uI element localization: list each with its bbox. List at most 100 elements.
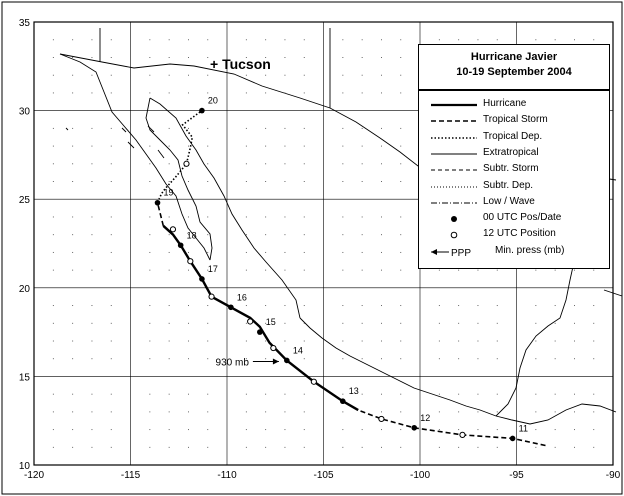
legend-dot	[450, 232, 458, 239]
grid-dot	[207, 145, 209, 147]
track-segment-tropical-storm	[156, 202, 165, 226]
grid-dot	[496, 429, 498, 431]
grid-dot	[52, 216, 54, 218]
date-label: 16	[237, 292, 247, 302]
grid-dot	[110, 127, 112, 129]
grid-dot	[72, 145, 74, 147]
grid-dot	[554, 269, 556, 271]
grid-dot	[303, 57, 305, 58]
grid-dot	[110, 74, 112, 76]
grid-dot	[91, 429, 93, 431]
legend-symbol-dot-open	[450, 232, 458, 239]
date-label: 15	[266, 317, 276, 327]
grid-dot	[188, 127, 189, 129]
position-12utc	[459, 431, 466, 438]
grid-dot	[188, 393, 189, 395]
grid-dot	[91, 234, 93, 236]
grid-dot	[342, 127, 344, 129]
grid-dot	[458, 446, 460, 448]
legend-dot	[451, 216, 457, 223]
grid-dot	[303, 251, 305, 253]
legend-item-hurricane: Hurricane	[419, 97, 609, 113]
date-label: 13	[349, 386, 359, 396]
grid-dot	[149, 393, 151, 395]
grid-dot	[110, 340, 112, 342]
grid-dot	[91, 446, 93, 448]
grid-dot	[342, 393, 344, 395]
grid-dot	[361, 322, 363, 324]
grid-dot	[72, 74, 74, 76]
grid-dot	[149, 322, 151, 324]
grid-dot	[535, 322, 537, 324]
legend-label: Tropical Dep.	[483, 130, 543, 142]
y-tick-label: 30	[19, 107, 31, 118]
grid-dot	[149, 269, 151, 271]
grid-dot	[535, 411, 537, 413]
grid-dot	[593, 39, 595, 41]
grid-dot	[303, 74, 305, 76]
grid-dot	[91, 340, 93, 342]
grid-dot	[188, 446, 189, 448]
grid-dot	[554, 446, 556, 448]
grid-dot	[458, 358, 460, 360]
date-label: 17	[208, 264, 218, 274]
grid-dot	[477, 429, 479, 431]
legend-item-dot-open: 12 UTC Position	[419, 227, 609, 243]
grid-dot	[207, 216, 209, 218]
grid-dot	[245, 57, 247, 58]
grid-dot	[554, 429, 556, 431]
grid-dot	[91, 181, 93, 182]
grid-dot	[168, 393, 170, 395]
grid-dot	[303, 163, 305, 165]
grid-dot	[438, 305, 440, 307]
grid-dot	[110, 251, 112, 253]
grid-dot	[110, 446, 112, 448]
legend-label: Subtr. Dep.	[483, 179, 534, 191]
grid-dot	[284, 92, 286, 94]
position-00utc	[228, 304, 234, 311]
grid-dot	[52, 429, 54, 431]
city-label-tucson: + Tucson	[210, 56, 271, 72]
grid-dot	[245, 322, 247, 324]
grid-dot	[72, 358, 74, 360]
grid-dot	[245, 429, 247, 431]
grid-dot	[91, 163, 93, 165]
grid-dot	[245, 340, 247, 342]
grid-dot	[168, 216, 170, 218]
position-00utc	[199, 276, 205, 282]
grid-dot	[188, 39, 189, 41]
yucatan-coast	[495, 403, 617, 425]
grid-dot	[72, 127, 74, 129]
grid-dot	[188, 234, 189, 236]
mainland-gulf-coast	[149, 97, 301, 319]
grid-dot	[91, 358, 93, 360]
grid-dot	[381, 322, 382, 324]
grid-dot	[458, 322, 460, 324]
grid-dot	[400, 269, 402, 271]
grid-dot	[52, 322, 54, 324]
grid-dot	[72, 305, 74, 307]
grid-dot	[207, 163, 209, 165]
grid-dot	[207, 429, 209, 431]
position-00utc	[177, 242, 184, 249]
grid-dot	[265, 145, 267, 147]
grid-dot	[245, 216, 247, 218]
grid-dot	[110, 305, 112, 307]
grid-dot	[110, 411, 112, 413]
grid-dot	[400, 446, 402, 448]
grid-dot	[438, 446, 440, 448]
x-tick-label: -105	[313, 470, 333, 481]
grid-dot	[342, 251, 344, 253]
track-segment-hurricane	[162, 224, 359, 412]
grid-dot	[52, 234, 54, 236]
grid-dot	[72, 251, 74, 253]
legend-label: Subtr. Storm	[483, 163, 539, 175]
grid-dot	[265, 74, 267, 76]
grid-dot	[381, 411, 382, 413]
grid-dot	[496, 322, 498, 324]
grid-dot	[381, 145, 382, 147]
grid-dot	[245, 39, 247, 41]
grid-dot	[361, 429, 363, 431]
grid-dot	[168, 92, 170, 94]
grid-dot	[72, 446, 74, 448]
